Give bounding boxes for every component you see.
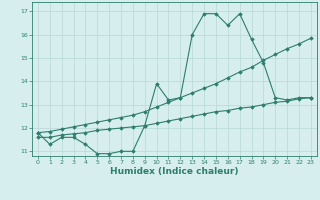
- X-axis label: Humidex (Indice chaleur): Humidex (Indice chaleur): [110, 167, 239, 176]
